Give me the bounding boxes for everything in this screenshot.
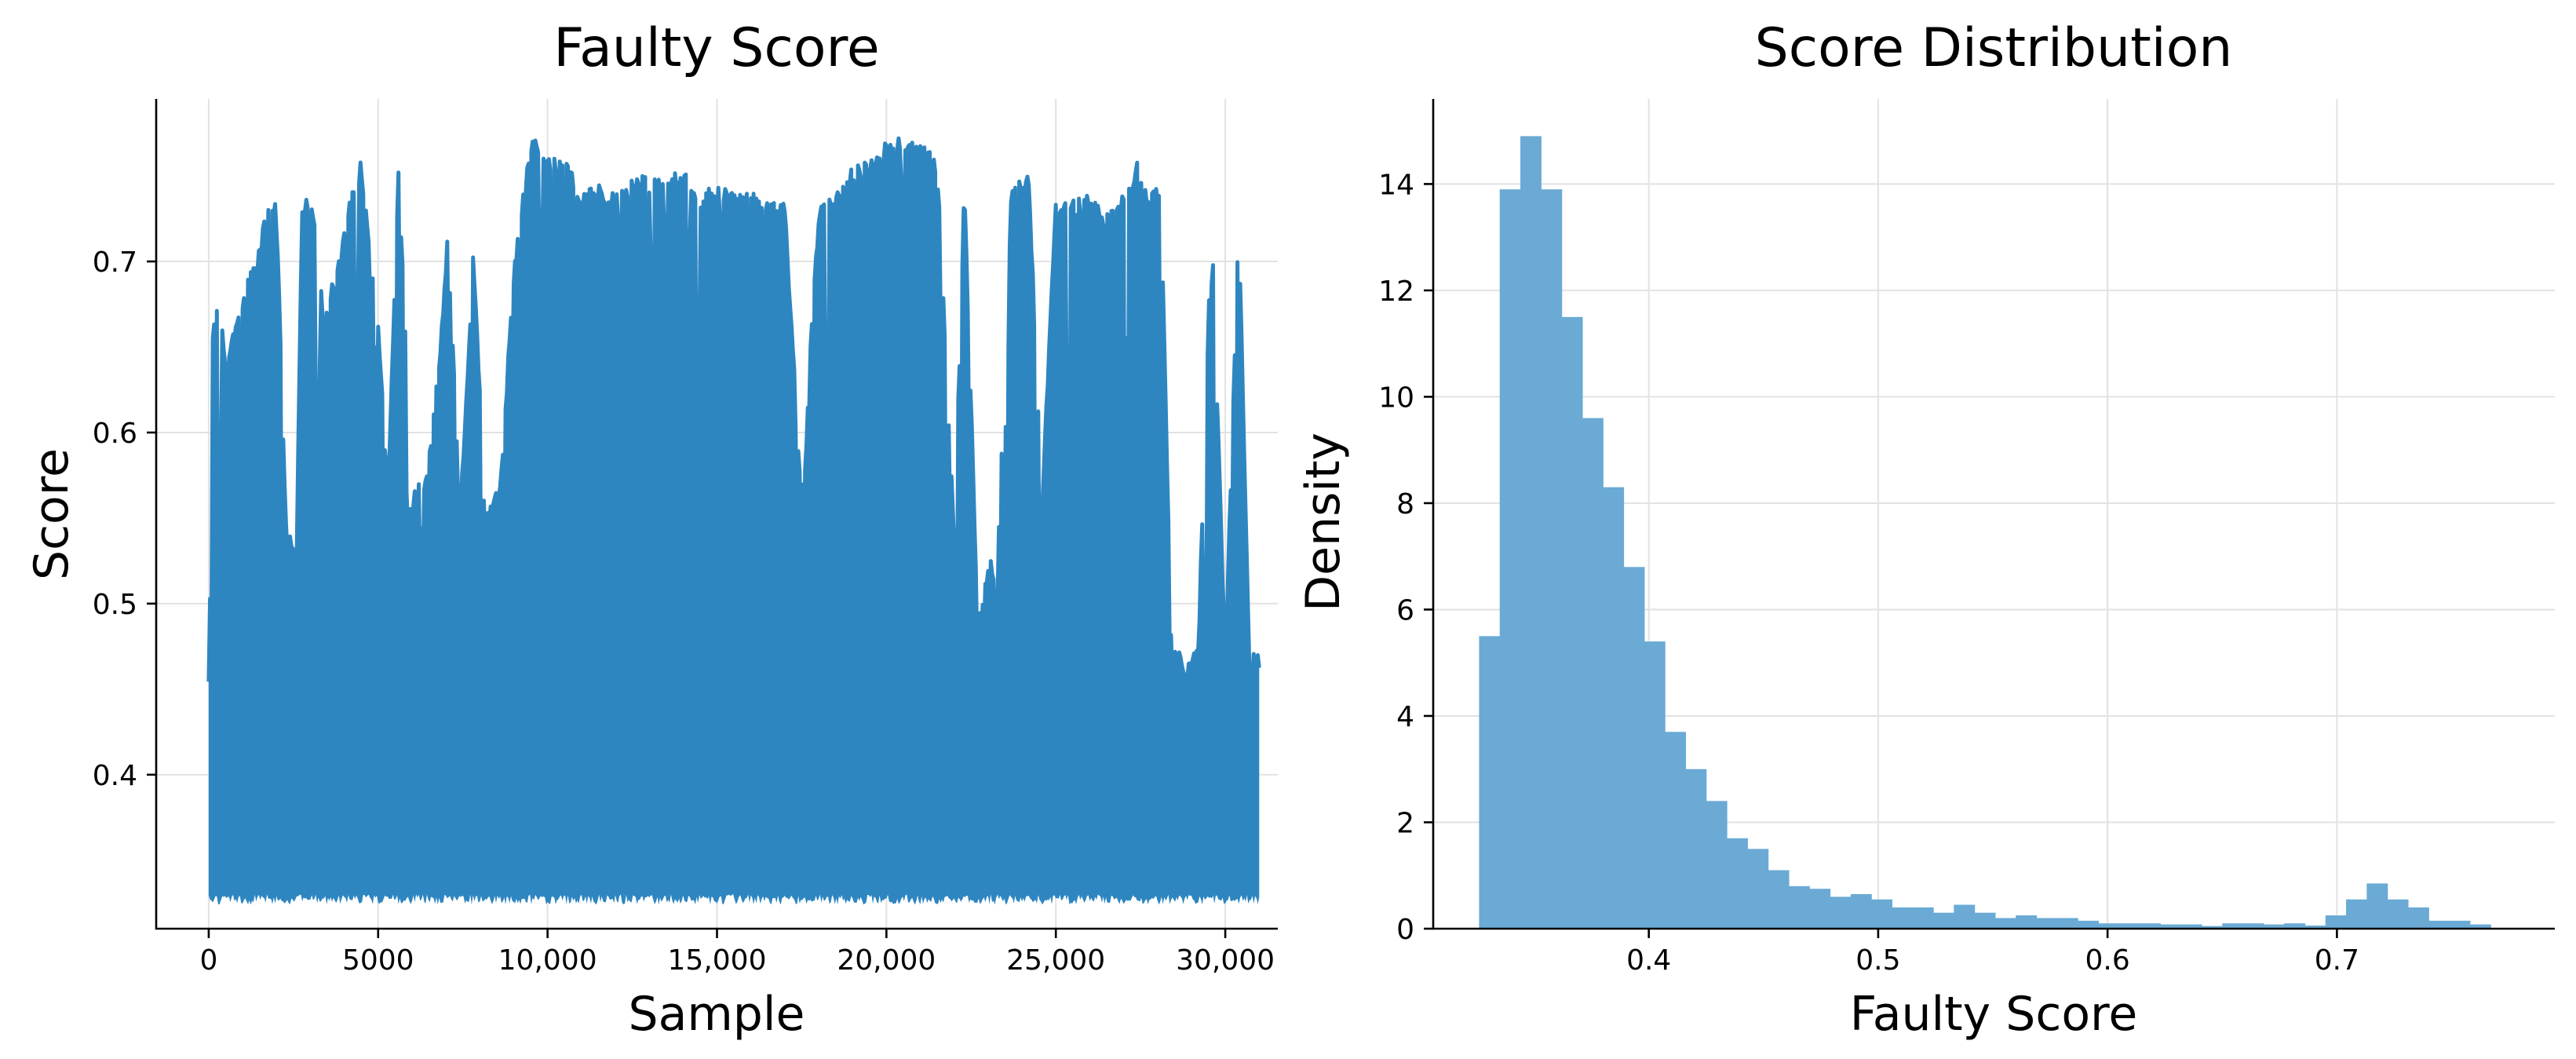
histogram-bar	[1994, 918, 2016, 929]
histogram-bar	[1788, 886, 1810, 929]
histogram-bar	[2407, 907, 2429, 929]
histogram-bar	[2428, 920, 2450, 929]
right-y-tick-label: 14	[1378, 169, 1414, 201]
histogram-bar	[2387, 899, 2409, 929]
left-x-tick-label: 15,000	[668, 944, 767, 977]
right-y-tick-label: 0	[1396, 914, 1414, 946]
left-chart-title: Faulty Score	[553, 17, 880, 79]
histogram-bar	[2036, 918, 2058, 929]
histogram-bar	[2304, 925, 2326, 929]
score-series-line	[206, 136, 1261, 685]
right-y-tick-label: 8	[1396, 488, 1414, 520]
histogram-bar	[1479, 636, 1501, 929]
histogram-bar	[1541, 189, 1563, 929]
right-x-axis-label: Faulty Score	[1850, 987, 2138, 1042]
right-y-tick-label: 10	[1378, 382, 1414, 414]
histogram-bar	[1727, 838, 1748, 929]
histogram-bar	[1768, 870, 1790, 929]
right-y-tick-label: 12	[1378, 276, 1414, 308]
right-chart-title: Score Distribution	[1755, 17, 2233, 79]
histogram-bar	[1623, 567, 1645, 929]
left-x-tick-label: 30,000	[1176, 944, 1275, 977]
histogram-bar	[2263, 924, 2285, 929]
histogram-bar	[2469, 924, 2491, 929]
histogram-bar	[2201, 926, 2223, 929]
left-y-tick-label: 0.6	[93, 418, 137, 450]
left-x-tick-label: 20,000	[837, 944, 936, 977]
histogram-bar	[1974, 912, 1996, 929]
histogram-bar	[1582, 418, 1604, 929]
left-y-tick-label: 0.7	[93, 246, 137, 279]
left-y-tick-label: 0.5	[93, 589, 137, 621]
histogram-bar	[1892, 907, 1914, 929]
left-y-tick-label: 0.4	[93, 760, 137, 792]
histogram-bar	[2098, 923, 2120, 929]
histogram-bar	[2180, 924, 2202, 929]
right-y-axis-label: Density	[1296, 433, 1351, 612]
right-x-tick-label: 0.5	[1855, 944, 1900, 977]
left-x-tick-label: 0	[199, 944, 217, 977]
histogram-bar	[2222, 923, 2244, 929]
left-x-tick-label: 5000	[342, 944, 414, 977]
right-ticks: 0.4 0.5 0.6 0.7 0 2 4 6 8 10 12 14	[1378, 169, 2359, 977]
histogram-bar	[2346, 899, 2367, 929]
histogram-bar	[2284, 923, 2306, 929]
right-x-tick-label: 0.6	[2085, 944, 2130, 977]
histogram-bar	[2242, 923, 2264, 929]
faulty-score-line-chart: 0 5000 10,000 15,000 20,000 25,000 30,000 0.4 0.…	[24, 17, 1278, 1042]
histogram-bar	[1871, 899, 1893, 929]
left-x-tick-label: 10,000	[498, 944, 597, 977]
histogram-bar	[2118, 923, 2140, 929]
histogram-bar	[2140, 923, 2161, 929]
left-x-axis-label: Sample	[629, 987, 805, 1042]
histogram-bar	[1603, 487, 1625, 929]
histogram-bar	[1499, 189, 1521, 929]
histogram-bar	[1644, 641, 1666, 929]
right-axis-spines	[1432, 99, 2555, 930]
left-y-axis-label: Score	[24, 448, 79, 580]
histogram-bar	[1685, 769, 1707, 929]
right-y-tick-label: 6	[1396, 594, 1414, 626]
right-y-tick-label: 2	[1396, 807, 1414, 839]
left-x-tick-label: 25,000	[1006, 944, 1105, 977]
histogram-bar	[1665, 732, 1687, 929]
right-x-tick-label: 0.7	[2315, 944, 2359, 977]
right-y-tick-label: 4	[1396, 701, 1414, 733]
histogram-bar	[1830, 896, 1852, 929]
left-ticks: 0 5000 10,000 15,000 20,000 25,000 30,000 0.4 0.…	[93, 246, 1275, 977]
histogram-bar	[1706, 801, 1728, 929]
histogram-bar	[2056, 918, 2078, 929]
histogram-bar	[1809, 889, 1831, 929]
histogram-bar	[2078, 920, 2100, 929]
histogram-bar	[2325, 915, 2347, 929]
histogram-bar	[1933, 912, 1954, 929]
histogram-bar	[1561, 316, 1583, 929]
histogram-bar	[1850, 893, 1872, 929]
histogram-bar	[1912, 907, 1934, 929]
left-axis-spines	[155, 99, 1278, 930]
histogram-bar	[1520, 136, 1542, 929]
histogram-bar	[1954, 904, 1976, 929]
histogram-bar	[2366, 883, 2388, 929]
histogram-bar	[2449, 920, 2471, 929]
histogram-bar	[1747, 849, 1769, 929]
score-distribution-histogram: 0.4 0.5 0.6 0.7 0 2 4 6 8 10 12 14 Score Distributi…	[1296, 17, 2555, 1042]
histogram-bar	[2160, 924, 2182, 929]
right-x-tick-label: 0.4	[1626, 944, 1671, 977]
histogram-bars	[1479, 136, 2491, 929]
histogram-bar	[2016, 915, 2038, 929]
